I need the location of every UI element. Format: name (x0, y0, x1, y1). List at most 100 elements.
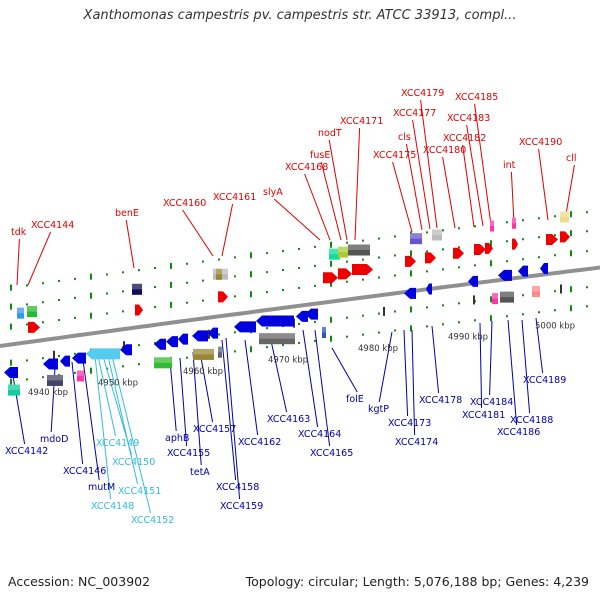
tick-mark (458, 321, 460, 324)
tick-mark (346, 280, 348, 283)
reverse-gene (178, 333, 188, 345)
reverse-feature-box (492, 293, 498, 305)
tick-mark (506, 260, 508, 263)
tick-mark (26, 323, 28, 326)
tick-mark (106, 292, 108, 295)
tick-mark (426, 250, 428, 253)
tick-mark (58, 280, 60, 283)
tick-mark (538, 236, 540, 239)
tick-mark (458, 246, 460, 249)
forward-gene-label: XCC4168 (285, 162, 328, 173)
tick-mark (202, 260, 204, 263)
reverse-gene (256, 315, 294, 327)
forward-feature-box (27, 306, 37, 318)
tick-mark (90, 312, 92, 319)
tick-mark (234, 275, 236, 278)
tick-mark (26, 378, 28, 381)
tick-mark (378, 312, 380, 315)
forward-gene (135, 304, 143, 316)
tick-mark (90, 273, 92, 280)
tick-mark (234, 331, 236, 334)
tick-mark (234, 295, 236, 298)
tick-mark (506, 315, 508, 318)
rna-gene-label: XCC4152 (131, 515, 174, 526)
tick-mark (10, 359, 12, 366)
forward-gene-label: XCC4160 (163, 198, 206, 209)
tick-mark (10, 323, 12, 330)
forward-gene (474, 244, 486, 256)
forward-feature-box (432, 229, 442, 241)
tick-mark (410, 306, 412, 313)
tick-mark (442, 323, 444, 326)
tick-mark (570, 286, 572, 293)
map-title: Xanthomonas campestris pv. campestris st… (83, 8, 517, 23)
scale-label: 4950 kbp (98, 378, 138, 388)
forward-feature-box (410, 233, 422, 245)
tick-mark (314, 339, 316, 342)
tick-mark (426, 231, 428, 234)
reverse-gene (518, 265, 528, 277)
tick-mark (330, 260, 332, 267)
forward-gene-label: nodT (318, 128, 342, 139)
tick-mark (586, 250, 588, 253)
reverse-feature-box (218, 346, 222, 358)
reverse-gene-label: aphB (165, 433, 189, 444)
reverse-gene-label: XCC4164 (298, 429, 341, 440)
accession-text: Accession: NC_003902 (8, 574, 151, 589)
tick-mark (362, 239, 364, 242)
tick-mark (362, 333, 364, 336)
tick-mark (282, 289, 284, 292)
tick-mark (298, 322, 300, 325)
tick-mark (42, 282, 44, 285)
tick-mark (586, 211, 588, 214)
tick-mark (378, 256, 380, 259)
forward-feature-box (132, 283, 142, 295)
forward-gene (560, 231, 570, 243)
tick-mark (394, 274, 396, 277)
tick-mark (250, 252, 252, 259)
tick-mark (154, 267, 156, 270)
tick-mark (554, 254, 556, 257)
tick-mark (442, 268, 444, 271)
reverse-gene-label: XCC4155 (167, 448, 210, 459)
reverse-gene-label: XCC4146 (63, 466, 106, 477)
tick-mark (122, 271, 124, 274)
tick-mark (186, 281, 188, 284)
tick-mark (490, 315, 492, 322)
backbone-axis (0, 265, 600, 348)
tick-mark (378, 331, 380, 334)
tick-mark (266, 291, 268, 294)
tick-mark (298, 247, 300, 250)
tick-mark (314, 320, 316, 323)
tick-mark (202, 299, 204, 302)
scale-tick (383, 306, 385, 316)
forward-gene (352, 264, 373, 276)
tick-mark (330, 335, 332, 342)
tick-mark (234, 256, 236, 259)
tick-mark (394, 329, 396, 332)
forward-gene-label: tdk (11, 227, 27, 238)
tick-mark (538, 311, 540, 314)
reverse-gene (166, 336, 178, 348)
tick-mark (138, 269, 140, 272)
forward-feature-box (490, 220, 494, 232)
reverse-gene (234, 321, 256, 333)
scale-tick (123, 341, 125, 351)
tick-mark (74, 352, 76, 355)
scale-label: 4980 kbp (358, 344, 398, 354)
tick-mark (314, 264, 316, 267)
forward-feature-box (512, 217, 516, 229)
reverse-gene (120, 344, 132, 356)
tick-mark (522, 294, 524, 297)
tick-mark (362, 314, 364, 317)
forward-gene-label: XCC4182 (443, 133, 486, 144)
tick-mark (298, 286, 300, 289)
tick-mark (426, 325, 428, 328)
tick-mark (522, 258, 524, 261)
reverse-feature-box (500, 291, 514, 303)
reverse-gene (43, 358, 58, 370)
forward-gene-label: int (503, 160, 516, 171)
tick-mark (170, 262, 172, 269)
reverse-gene (498, 269, 512, 281)
